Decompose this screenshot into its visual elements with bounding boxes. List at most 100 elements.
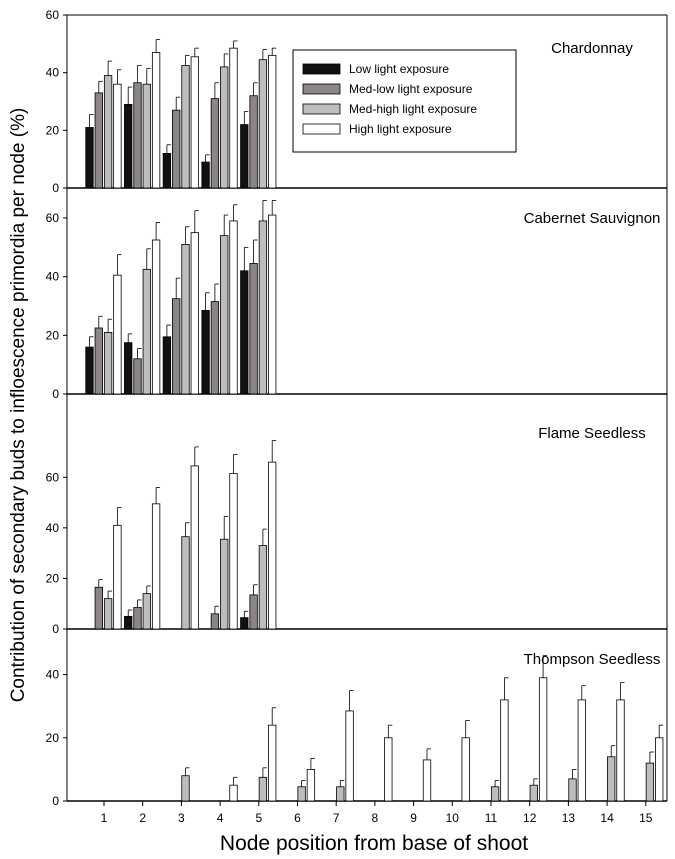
x-tick-label: 3 [178,811,185,825]
x-tick-label: 5 [255,811,262,825]
bar [268,214,277,395]
bar [190,232,199,395]
y-tick-label: 0 [52,622,59,636]
bar [113,524,122,630]
bar [258,776,268,802]
legend-label: Med-high light exposure [349,102,477,116]
bar [103,75,113,189]
bar [103,598,113,630]
legend-label: Med-low light exposure [349,82,473,96]
bar [172,298,181,395]
x-axis: 1 2 3 4 5 6 7 8 9 10 11 12 13 14 15 [101,801,653,825]
panels: 0 20 40 60 Chardonnay 0 20 40 60 Cabernet Sauvign… [46,8,668,808]
bar [201,309,210,395]
y-tick-label: 0 [52,387,59,401]
bar [94,586,103,630]
x-tick-label: 13 [562,811,576,825]
legend-label: High light exposure [349,122,452,136]
bar [124,103,133,189]
bar [645,762,655,802]
bar [151,52,161,189]
bar [124,615,133,630]
bar [240,617,249,630]
panel-title: Flame Seedless [538,425,646,442]
x-tick-label: 11 [485,811,498,825]
bar [229,784,238,802]
x-axis-title: Node position from base of shoot [220,832,528,855]
bar [162,336,172,395]
bar [85,127,94,189]
x-tick-label: 12 [523,811,537,825]
y-tick-label: 60 [46,8,60,22]
bar [190,465,199,630]
bar [181,65,190,189]
panel-title: Thompson Seedless [524,651,661,668]
y-tick-label: 20 [46,571,60,585]
bar [461,737,470,802]
y-tick-label: 20 [46,328,60,342]
bar [162,152,172,189]
bar [181,243,190,395]
bar [103,331,113,395]
y-tick-label: 0 [52,181,59,195]
x-tick-label: 9 [410,811,417,825]
panel-4: 0 20 40 Thompson Seedless [46,629,668,808]
bar [94,327,103,395]
bar [500,699,509,802]
bar [577,699,586,802]
bar [190,56,199,189]
bar [249,263,258,395]
bar [142,268,151,395]
bar [384,737,393,802]
bar [220,538,229,630]
x-tick-label: 14 [600,811,614,825]
bar [210,98,220,189]
bar [151,503,161,630]
bar [336,786,345,802]
bar [616,699,625,802]
y-tick-label: 20 [46,731,60,745]
bar [538,677,548,802]
bar [210,301,220,395]
x-tick-label: 8 [372,811,379,825]
panel-1: 0 20 40 60 Chardonnay [46,8,668,195]
bar [297,786,306,802]
x-tick-label: 10 [446,811,460,825]
legend-swatch [302,63,341,75]
bar [240,124,249,189]
bar [258,545,268,630]
bar [258,220,268,395]
bar [229,473,238,630]
bar [94,92,103,189]
bar [113,83,122,189]
bar [181,536,190,630]
x-tick-label: 2 [139,811,146,825]
x-tick-label: 6 [294,811,301,825]
bar [220,235,229,395]
legend: Low light exposure Med-low light exposure… [292,49,517,153]
bar [133,82,142,189]
bar [210,613,220,630]
x-tick-label: 1 [101,811,108,825]
y-tick-label: 0 [52,794,59,808]
legend-swatch [302,103,341,115]
bar [201,161,210,189]
bar [607,756,616,802]
bar [655,737,664,802]
bar [268,461,277,630]
bar [249,594,258,630]
y-axis-title: Contribution of secondary buds to infloe… [8,108,29,703]
bar [220,66,229,189]
bar [240,270,249,395]
y-tick-label: 40 [46,270,60,284]
y-tick-label: 60 [46,470,60,484]
bar [151,239,161,395]
legend-swatch [302,123,341,135]
bar [229,220,238,395]
legend-box [292,49,517,153]
bar [422,759,432,802]
x-tick-label: 7 [333,811,340,825]
legend-swatch [302,83,341,95]
panel-title: Chardonnay [551,40,633,57]
bar [258,59,268,189]
